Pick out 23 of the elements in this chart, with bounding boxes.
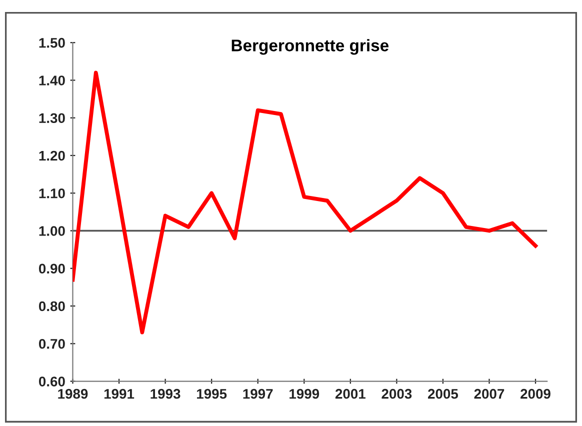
- y-tick-label: 0.80: [38, 301, 65, 312]
- x-tick-label: 2001: [335, 388, 366, 399]
- y-tick-label: 1.10: [39, 188, 65, 198]
- x-tick-label: 1989: [58, 388, 88, 399]
- x-tick-label: 1991: [104, 388, 134, 399]
- x-tick-label: 2003: [382, 388, 412, 399]
- x-tick-label: 1995: [197, 388, 227, 399]
- y-tick-label: 1.40: [39, 76, 65, 86]
- y-tick-label: 1.50: [39, 38, 65, 48]
- x-tick-label: 2005: [428, 388, 458, 399]
- chart-title: Bergeronnette grise: [232, 39, 389, 55]
- x-tick-label: 1993: [150, 388, 180, 399]
- y-tick-label: 0.60: [38, 376, 65, 386]
- y-tick-label: 0.70: [38, 338, 65, 349]
- y-tick-label: 1.30: [39, 113, 65, 124]
- y-tick-label: 0.90: [38, 264, 65, 274]
- x-tick-label: 2009: [520, 388, 550, 399]
- x-tick-label: 1997: [243, 388, 273, 399]
- y-tick-label: 1.20: [39, 150, 65, 161]
- x-tick-label: 2007: [474, 388, 504, 399]
- y-tick-label: 1.00: [39, 226, 65, 236]
- x-tick-label: 1999: [290, 388, 320, 399]
- line-series: [72, 70, 538, 334]
